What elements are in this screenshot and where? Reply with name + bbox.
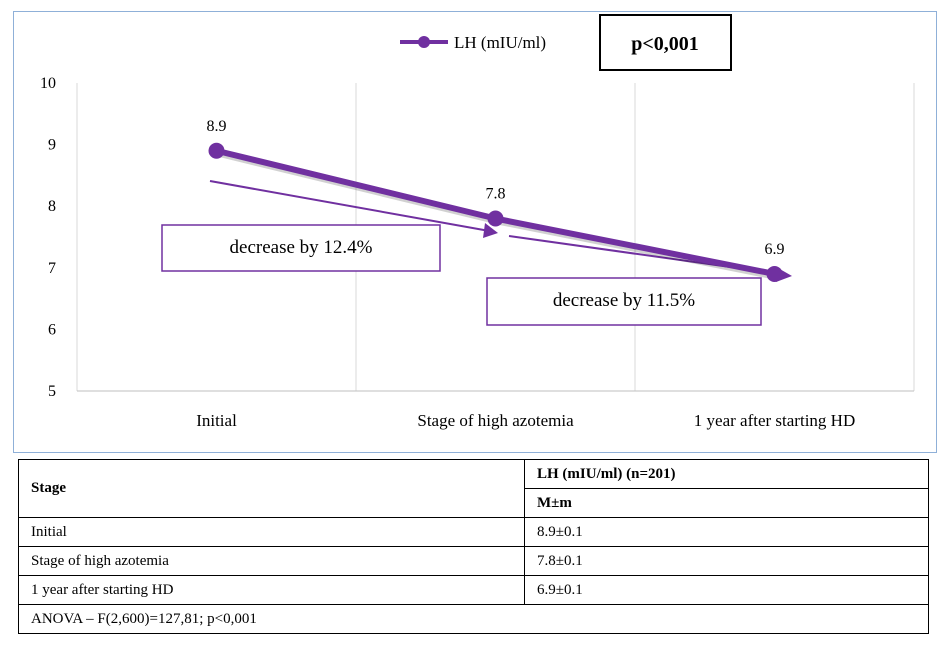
stage-header: Stage <box>18 459 525 518</box>
decrease-arrow-1-head <box>483 223 498 238</box>
data-label: 6.9 <box>765 241 785 258</box>
table-footer-row: ANOVA – F(2,600)=127,81; p<0,001 <box>18 604 929 634</box>
line-chart: 5 6 7 8 9 10 Initial Stage of high azotemia 1 ye… <box>40 14 915 430</box>
row-stage: 1 year after starting HD <box>18 575 525 605</box>
y-tick-label: 6 <box>48 321 56 338</box>
row-value: 7.8±0.1 <box>524 546 929 576</box>
legend-label: LH (mIU/ml) <box>454 33 546 52</box>
row-stage: Stage of high azotemia <box>18 546 525 576</box>
y-tick-label: 10 <box>40 75 56 92</box>
x-tick-label: 1 year after starting HD <box>694 411 855 430</box>
decrease-box-2 <box>486 277 762 326</box>
y-tick-label: 8 <box>48 198 56 215</box>
chart-frame: 5 6 7 8 9 10 Initial Stage of high azotemia 1 ye… <box>13 11 937 453</box>
decrease-arrow-1 <box>209 180 496 233</box>
legend-marker <box>418 36 430 48</box>
data-point <box>766 265 783 282</box>
row-value: 8.9±0.1 <box>524 517 929 547</box>
p-value-label: p<0,001 <box>631 33 699 55</box>
decrease-label-1: decrease by 12.4% <box>230 237 373 258</box>
stat-header: M±m <box>524 488 929 518</box>
data-label: 7.8 <box>486 186 506 203</box>
decrease-box-1 <box>161 224 441 272</box>
row-stage: Initial <box>18 517 525 547</box>
x-tick-label: Initial <box>196 411 237 430</box>
table-row: Stage of high azotemia 7.8±0.1 <box>18 546 929 576</box>
y-tick-label: 5 <box>48 383 56 400</box>
data-label: 8.9 <box>207 118 227 135</box>
row-value: 6.9±0.1 <box>524 575 929 605</box>
table-header-row: Stage LH (mIU/ml) (n=201) <box>18 459 929 518</box>
decrease-label-2: decrease by 11.5% <box>553 290 695 311</box>
y-tick-label: 9 <box>48 137 56 154</box>
data-table: Stage LH (mIU/ml) (n=201) M±m Initial 8.… <box>18 459 929 634</box>
data-point <box>487 210 504 227</box>
y-tick-label: 7 <box>48 260 56 277</box>
x-tick-label: Stage of high azotemia <box>417 411 574 430</box>
anova-footer: ANOVA – F(2,600)=127,81; p<0,001 <box>18 604 929 634</box>
data-point <box>208 142 225 159</box>
table-row: 1 year after starting HD 6.9±0.1 <box>18 575 929 605</box>
lh-header: LH (mIU/ml) (n=201) <box>524 459 929 489</box>
p-value-box <box>599 14 732 71</box>
table-row: Initial 8.9±0.1 <box>18 517 929 547</box>
